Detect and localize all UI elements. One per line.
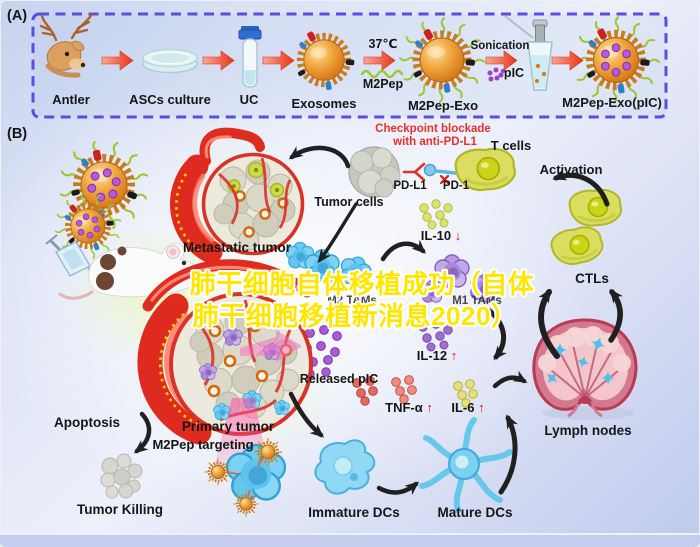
label-released-pic: Released pIC [299, 372, 379, 386]
lymph-node-illustration [532, 318, 638, 420]
label-lymph-nodes: Lymph nodes [544, 423, 632, 438]
label-il12: IL-12 ↑ [416, 348, 458, 363]
il12-up-arrow: ↑ [450, 348, 458, 363]
label-metastatic-tumor: Metastatic tumor [182, 240, 292, 255]
uc-tube-icon [238, 26, 262, 88]
label-exosomes: Exosomes [291, 96, 357, 111]
il12-dots-icon [418, 319, 453, 352]
label-checkpoint-blockade: Checkpoint blockade [375, 123, 491, 135]
ctl-cell-illustration [568, 188, 623, 228]
label-antler: Antler [52, 92, 90, 107]
pink-arrow [240, 330, 302, 362]
pd-1-receptor-icon [434, 169, 457, 175]
label-m2pep-exo: M2Pep-Exo [407, 98, 479, 113]
pic-dots-icon [487, 67, 506, 82]
label-sonication: Sonication [470, 40, 530, 52]
label-m2pep-exo-pic: M2Pep-Exo(pIC) [562, 95, 662, 110]
tnf-up-arrow: ↑ [426, 400, 433, 415]
label-m2-tams: M2 TAMs [327, 295, 377, 307]
label-pd-1: PD-1 [442, 180, 470, 192]
flow-arrows [133, 145, 623, 496]
sonication-tube-icon [504, 15, 553, 91]
ctl-cell-illustration [548, 223, 607, 269]
label-pd-l1: PD-L1 [393, 180, 427, 192]
m2pep-squiggle-icon [360, 69, 404, 79]
label-mature-dcs: Mature DCs [437, 505, 513, 520]
label-primary-tumor: Primary tumor [181, 419, 275, 434]
label-anti-pd-l1: with anti-PD-L1 [393, 136, 477, 148]
label-t-cells: T cells [490, 138, 532, 153]
label-temperature: 37℃ [368, 37, 398, 51]
label-m2pep: M2Pep [362, 77, 404, 91]
syringe-icon [45, 234, 105, 285]
label-tumor-killing: Tumor Killing [77, 502, 163, 517]
label-il10: IL-10 ↓ [420, 228, 462, 243]
panel-a-tag: (A) [7, 8, 28, 24]
label-immature-dcs: Immature DCs [308, 505, 400, 520]
mature-dc-illustration [419, 417, 513, 513]
bottom-strip [0, 533, 700, 547]
il6-up-arrow: ↑ [478, 400, 485, 415]
deer-antler-icon [39, 12, 94, 78]
il6-dots-icon [453, 379, 478, 408]
label-m2pep-targeting: M2Pep targeting [152, 437, 254, 452]
anti-pd-l1-antibody-icon [402, 162, 426, 182]
label-uc: UC [239, 92, 259, 107]
label-tnf-alpha: TNF-α ↑ [385, 400, 433, 415]
label-ascs-culture: ASCs culture [129, 92, 211, 107]
blocked-x-icon [439, 174, 450, 185]
watermark-overlay-line2: 肺干细胞移植新消息2020） [192, 301, 518, 331]
label-apoptosis: Apoptosis [54, 415, 120, 430]
panel-a [31, 12, 668, 119]
tnf-dots-icon [352, 375, 417, 406]
m2pep-targeting-macrophage [203, 436, 287, 518]
label-il6: IL-6 ↑ [451, 400, 485, 415]
label-m1-tams: M1 TAMs [452, 295, 502, 307]
il10-down-arrow: ↓ [454, 228, 462, 243]
label-activation: Activation [539, 162, 603, 177]
label-ctls: CTLs [575, 271, 609, 286]
label-pic: pIC [503, 66, 525, 80]
petri-dish-icon [142, 48, 198, 74]
pd-l1-pd-1-interaction [402, 162, 457, 185]
metastatic-tumor-illustration [170, 127, 305, 264]
primary-tumor-illustration [137, 259, 313, 474]
panel-b-tag: (B) [7, 126, 28, 142]
tumor-cells-illustration [348, 146, 401, 198]
panel-a-dashed-border [31, 12, 668, 119]
pd-l1-ligand-icon [423, 163, 437, 177]
immature-dc-illustration [314, 439, 376, 495]
label-tumor-cells: Tumor cells [314, 195, 384, 209]
panel-b [45, 127, 638, 518]
dead-tumor-cell-illustration [100, 453, 143, 499]
watermark-overlay-line1: 肺干细胞自体移植成功（自体 [189, 269, 535, 299]
il10-dots-icon [419, 199, 453, 230]
